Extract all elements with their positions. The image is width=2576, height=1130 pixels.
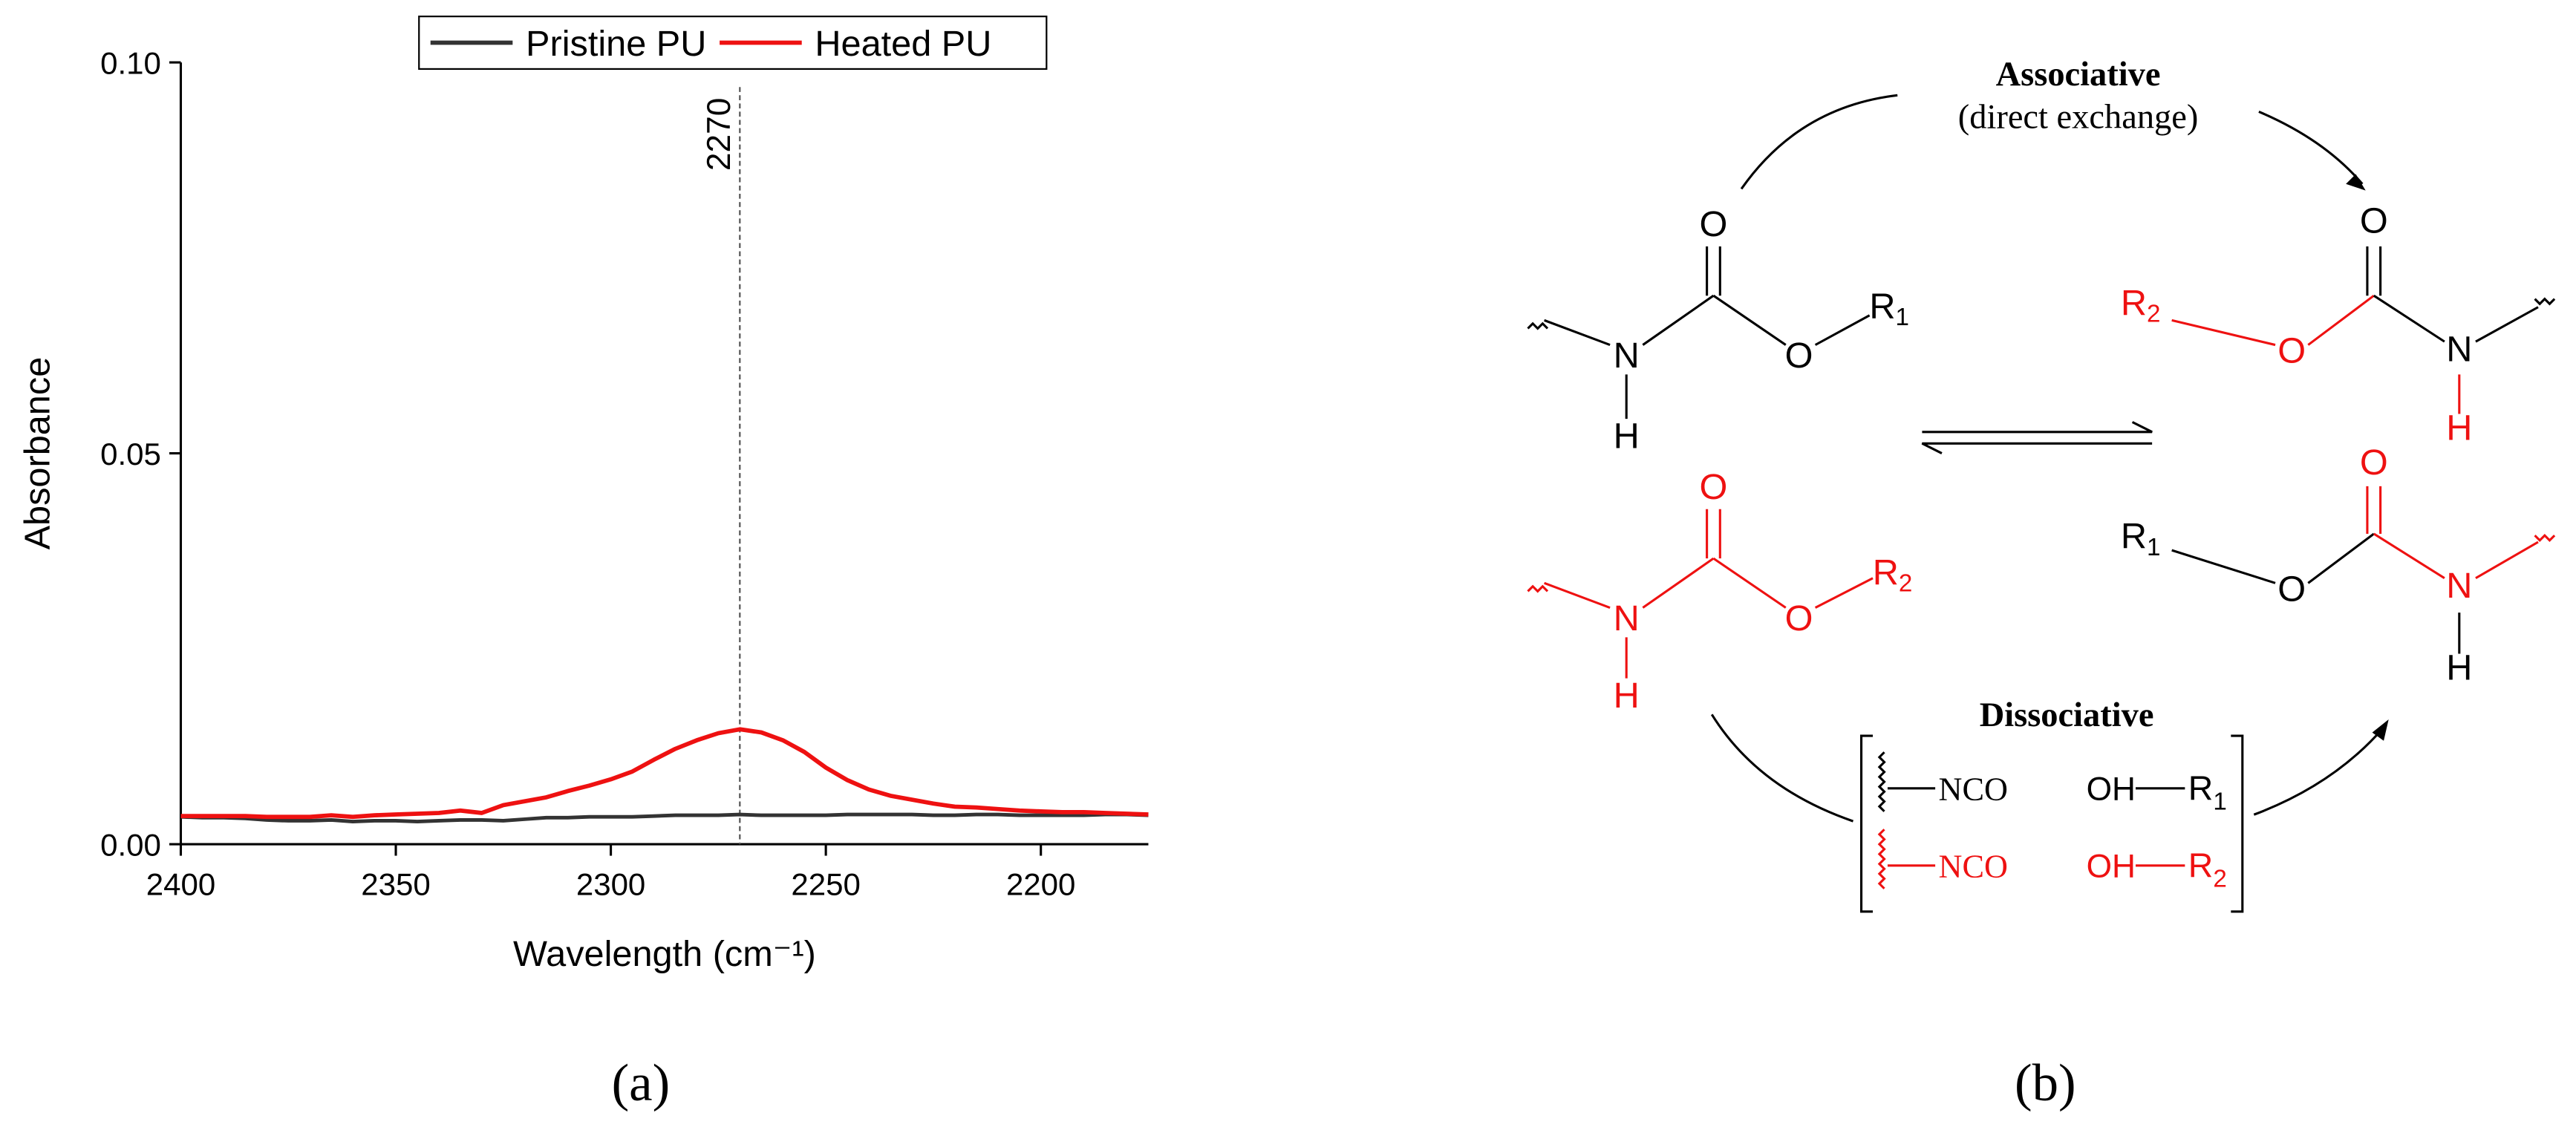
atom: N (1614, 336, 1640, 376)
mechanism-title: Dissociative (1980, 696, 2154, 734)
atom: H (2446, 408, 2472, 448)
legend-label: Pristine PU (526, 24, 706, 64)
subscript: 2 (1899, 569, 1912, 597)
x-tick-label: 2200 (1006, 867, 1075, 902)
annotation-label: 2270 (701, 98, 737, 171)
data-line (180, 727, 1149, 820)
arrows (1710, 94, 2389, 823)
y-axis-label: Absorbance (17, 357, 57, 550)
fragment: R2 (2188, 846, 2227, 892)
atom: O (2277, 330, 2306, 370)
fragment: OH (2087, 848, 2136, 884)
x-axis-label: Wavelength (cm⁻¹) (513, 934, 816, 974)
diagram: Associative (direct exchange) Dissociati… (1527, 56, 2556, 913)
atom: N (2446, 329, 2472, 369)
legend-label: Heated PU (815, 24, 991, 64)
subscript: 1 (1896, 304, 1909, 331)
fragment: R1 (2188, 768, 2227, 815)
subscript: 2 (2213, 866, 2226, 893)
atom: R (2121, 283, 2147, 323)
atom: N (2446, 566, 2472, 606)
group: R2 (1873, 552, 1913, 597)
x-tick-label: 2250 (791, 867, 860, 902)
atom: O (1700, 467, 1728, 507)
atom: O (1785, 336, 1813, 376)
atom: R (1873, 552, 1899, 592)
fragment: OH (2087, 771, 2136, 807)
y-tick-label: 0.00 (100, 828, 161, 863)
legend: Pristine PU Heated PU (418, 16, 1048, 71)
atom: R (2188, 768, 2214, 807)
atom: O (1785, 598, 1813, 639)
atom: H (1614, 417, 1640, 457)
group: R2 (2121, 283, 2161, 327)
molecule: R2 O O N H (2121, 201, 2556, 448)
atom: O (2277, 569, 2306, 609)
y-tick-label: 0.05 (100, 437, 161, 471)
panel-label: (a) (612, 1054, 671, 1112)
molecule: R1 O O N H (2121, 442, 2556, 688)
atom: H (2446, 647, 2472, 688)
subscript: 1 (2213, 788, 2226, 816)
subscript: 2 (2147, 301, 2160, 328)
mechanism-note: (direct exchange) (1958, 99, 2199, 137)
mechanism-title: Associative (1996, 56, 2161, 94)
subscript: 1 (2147, 534, 2160, 561)
intermediates: NCO OH R1 NCO OH R2 (1860, 734, 2244, 913)
atom: O (2360, 201, 2388, 241)
fragment: NCO (1939, 771, 2008, 807)
chart: 0.00 0.05 0.10 2400 2350 2300 2250 2200 Waveleng… (17, 16, 1149, 974)
atom: N (1614, 598, 1640, 639)
panel-label: (b) (2015, 1054, 2076, 1112)
atom: R (2121, 516, 2147, 556)
y-tick-label: 0.10 (100, 46, 161, 81)
data-line (180, 812, 1149, 823)
x-tick-label: 2400 (146, 867, 215, 902)
molecule: O N H O R2 (1527, 467, 1912, 716)
atom: O (2360, 442, 2388, 483)
x-tick-label: 2350 (361, 867, 430, 902)
atom: O (1700, 204, 1728, 244)
fragment: NCO (1939, 848, 2008, 884)
group: R1 (2121, 516, 2161, 561)
atom: H (1614, 676, 1640, 716)
atom: R (1869, 287, 1895, 327)
molecule: O N H O R1 (1527, 204, 1909, 457)
group: R1 (1869, 287, 1909, 331)
atom: R (2188, 846, 2214, 884)
x-tick-label: 2300 (576, 867, 645, 902)
